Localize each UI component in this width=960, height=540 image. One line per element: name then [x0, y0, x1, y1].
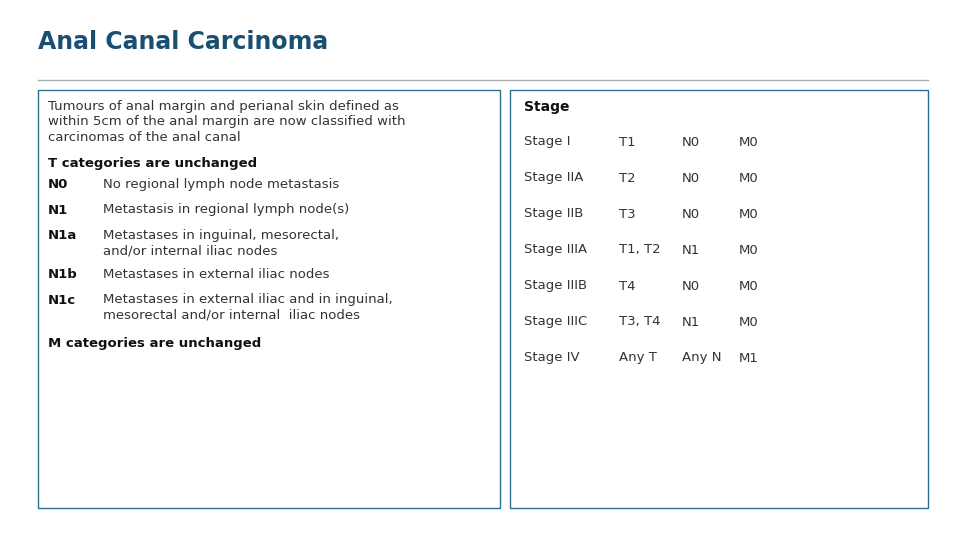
Text: T3: T3 — [619, 207, 636, 220]
Text: M categories are unchanged: M categories are unchanged — [48, 336, 261, 349]
Text: Metastases in inguinal, mesorectal,: Metastases in inguinal, mesorectal, — [103, 229, 339, 242]
Text: N0: N0 — [48, 178, 68, 191]
Text: Metastasis in regional lymph node(s): Metastasis in regional lymph node(s) — [103, 204, 349, 217]
Text: M0: M0 — [739, 244, 758, 256]
Text: N0: N0 — [682, 136, 700, 148]
Text: N1: N1 — [682, 244, 700, 256]
Bar — [38, 90, 500, 508]
Text: Stage IIIA: Stage IIIA — [524, 244, 588, 256]
Text: M1: M1 — [739, 352, 758, 365]
Text: M0: M0 — [739, 207, 758, 220]
Text: T1, T2: T1, T2 — [619, 244, 660, 256]
Text: Stage IIIB: Stage IIIB — [524, 280, 588, 293]
Text: N0: N0 — [682, 280, 700, 293]
Text: M0: M0 — [739, 315, 758, 328]
Text: Any N: Any N — [682, 352, 722, 365]
Text: N1c: N1c — [48, 294, 76, 307]
Text: Stage IV: Stage IV — [524, 352, 580, 365]
Text: N1b: N1b — [48, 268, 78, 281]
Text: N1: N1 — [48, 204, 68, 217]
Text: Stage IIA: Stage IIA — [524, 172, 584, 185]
Bar — [510, 90, 928, 508]
Text: Tumours of anal margin and perianal skin defined as: Tumours of anal margin and perianal skin… — [48, 100, 398, 113]
Text: Stage I: Stage I — [524, 136, 570, 148]
Text: carcinomas of the anal canal: carcinomas of the anal canal — [48, 131, 241, 144]
Text: Any T: Any T — [619, 352, 657, 365]
Text: Metastases in external iliac and in inguinal,: Metastases in external iliac and in ingu… — [103, 294, 393, 307]
Text: within 5cm of the anal margin are now classified with: within 5cm of the anal margin are now cl… — [48, 116, 405, 129]
Text: Stage IIB: Stage IIB — [524, 207, 584, 220]
Text: No regional lymph node metastasis: No regional lymph node metastasis — [103, 178, 339, 191]
Text: Anal Canal Carcinoma: Anal Canal Carcinoma — [38, 30, 328, 54]
Text: T3, T4: T3, T4 — [619, 315, 660, 328]
Text: and/or internal iliac nodes: and/or internal iliac nodes — [103, 245, 277, 258]
Text: Stage: Stage — [524, 100, 569, 114]
Text: T1: T1 — [619, 136, 636, 148]
Text: T2: T2 — [619, 172, 636, 185]
Text: M0: M0 — [739, 172, 758, 185]
Text: mesorectal and/or internal  iliac nodes: mesorectal and/or internal iliac nodes — [103, 309, 360, 322]
Text: T categories are unchanged: T categories are unchanged — [48, 157, 257, 170]
Text: N0: N0 — [682, 172, 700, 185]
Text: Metastases in external iliac nodes: Metastases in external iliac nodes — [103, 268, 329, 281]
Text: Stage IIIC: Stage IIIC — [524, 315, 588, 328]
Text: N1: N1 — [682, 315, 700, 328]
Text: N0: N0 — [682, 207, 700, 220]
Text: T4: T4 — [619, 280, 636, 293]
Text: M0: M0 — [739, 280, 758, 293]
Text: N1a: N1a — [48, 229, 77, 242]
Text: M0: M0 — [739, 136, 758, 148]
